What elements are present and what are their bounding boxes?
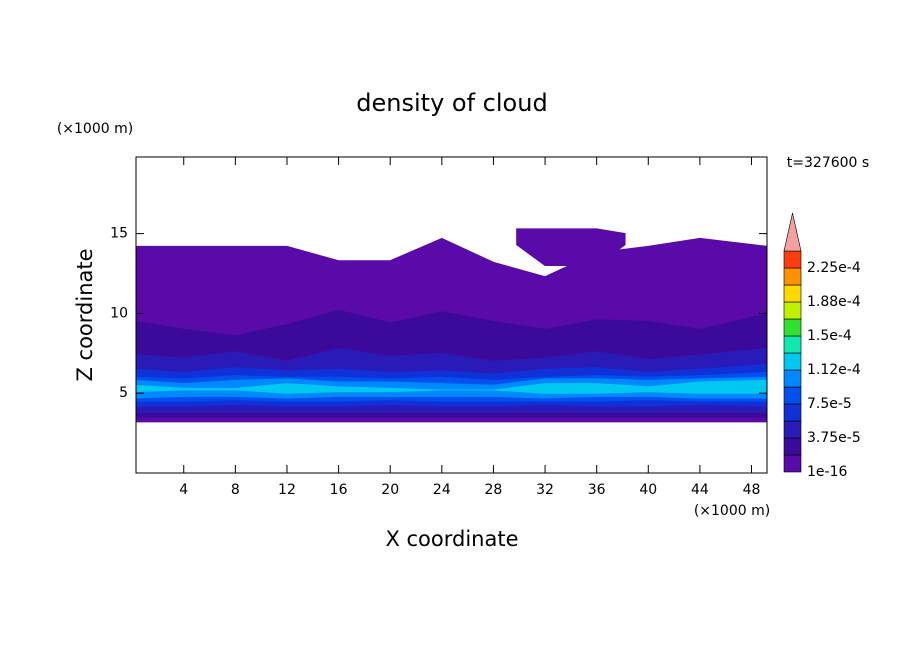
colorbar-box xyxy=(783,267,802,286)
x-tick-label: 8 xyxy=(231,482,240,498)
y-tick-label: 5 xyxy=(119,385,128,401)
colorbar-label: 1.12e-4 xyxy=(807,362,861,378)
y-tick-label: 15 xyxy=(110,226,128,242)
y-tick-label: 10 xyxy=(110,305,128,321)
x-tick-label: 20 xyxy=(381,482,399,498)
colorbar-box xyxy=(783,437,802,456)
y-unit: (×1000 m) xyxy=(57,121,133,137)
colorbar-label: 7.5e-5 xyxy=(807,396,852,412)
colorbar-box xyxy=(783,420,802,439)
x-tick-label: 12 xyxy=(278,482,296,498)
colorbar-box xyxy=(783,284,802,303)
x-tick-label: 44 xyxy=(691,482,709,498)
colorbar-label: 1e-16 xyxy=(807,464,847,480)
x-tick-label: 28 xyxy=(485,482,503,498)
time-label: t=327600 s xyxy=(787,155,869,171)
chart-title: density of cloud xyxy=(356,89,547,117)
colorbar-label: 1.5e-4 xyxy=(807,328,852,344)
colorbar-box xyxy=(783,335,802,354)
plot-frame xyxy=(135,156,768,474)
x-tick-label: 40 xyxy=(639,482,657,498)
x-tick-label: 48 xyxy=(743,482,761,498)
x-axis-label: X coordinate xyxy=(385,527,518,551)
colorbar-box xyxy=(783,318,802,337)
x-tick-label: 16 xyxy=(330,482,348,498)
x-tick-label: 32 xyxy=(536,482,554,498)
colorbar-box xyxy=(783,386,802,405)
x-tick-label: 4 xyxy=(179,482,188,498)
contour-region xyxy=(516,228,626,267)
colorbar-label: 3.75e-5 xyxy=(807,430,861,446)
colorbar-box xyxy=(783,301,802,320)
colorbar-extend xyxy=(783,212,802,252)
colorbar-box xyxy=(783,250,802,269)
colorbar-label: 2.25e-4 xyxy=(807,260,861,276)
colorbar-box xyxy=(783,454,802,473)
colorbar-box xyxy=(783,369,802,388)
colorbar-box xyxy=(783,352,802,371)
colorbar-box xyxy=(783,403,802,422)
y-axis-label: Z coordinate xyxy=(73,248,97,381)
x-tick-label: 36 xyxy=(588,482,606,498)
colorbar-label: 1.88e-4 xyxy=(807,294,861,310)
x-tick-label: 24 xyxy=(433,482,451,498)
x-unit: (×1000 m) xyxy=(694,503,770,519)
